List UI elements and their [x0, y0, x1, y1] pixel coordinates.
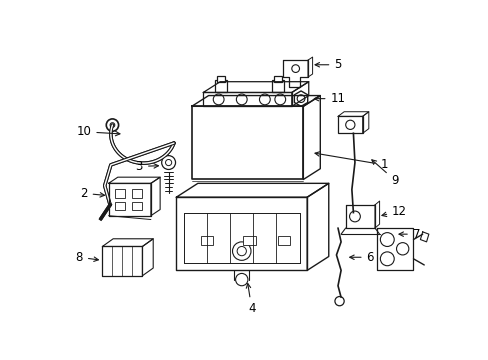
Circle shape: [165, 159, 171, 166]
Text: 11: 11: [314, 92, 345, 105]
Bar: [277, 236, 290, 245]
Bar: [131, 189, 142, 198]
Text: 3: 3: [135, 160, 158, 173]
Text: 7: 7: [398, 228, 420, 240]
Circle shape: [236, 94, 246, 105]
Circle shape: [110, 123, 115, 127]
Circle shape: [380, 233, 393, 247]
Bar: [337, 116, 362, 133]
Bar: [271, 80, 284, 93]
Circle shape: [259, 94, 270, 105]
Text: 6: 6: [349, 251, 373, 264]
Bar: [131, 202, 142, 210]
Text: 9: 9: [371, 160, 398, 187]
Bar: [115, 202, 125, 210]
Circle shape: [232, 242, 250, 260]
Circle shape: [345, 120, 354, 130]
Text: 4: 4: [246, 284, 255, 315]
Text: 8: 8: [76, 251, 98, 264]
Bar: [243, 236, 255, 245]
Circle shape: [106, 119, 119, 131]
Text: 10: 10: [76, 125, 120, 138]
Text: 12: 12: [381, 204, 407, 217]
Text: 2: 2: [80, 187, 104, 200]
Circle shape: [235, 274, 247, 286]
Circle shape: [162, 156, 175, 170]
Text: 1: 1: [314, 152, 387, 171]
Circle shape: [213, 94, 224, 105]
Bar: [217, 76, 224, 82]
Circle shape: [297, 95, 305, 103]
Circle shape: [349, 211, 360, 222]
Bar: [201, 236, 213, 245]
Bar: [214, 80, 226, 93]
Circle shape: [237, 247, 246, 256]
Circle shape: [396, 243, 408, 255]
Circle shape: [334, 297, 344, 306]
Bar: [115, 189, 125, 198]
Bar: [274, 76, 281, 82]
Text: 5: 5: [314, 58, 341, 71]
Circle shape: [274, 94, 285, 105]
Circle shape: [291, 65, 299, 72]
Circle shape: [380, 252, 393, 266]
